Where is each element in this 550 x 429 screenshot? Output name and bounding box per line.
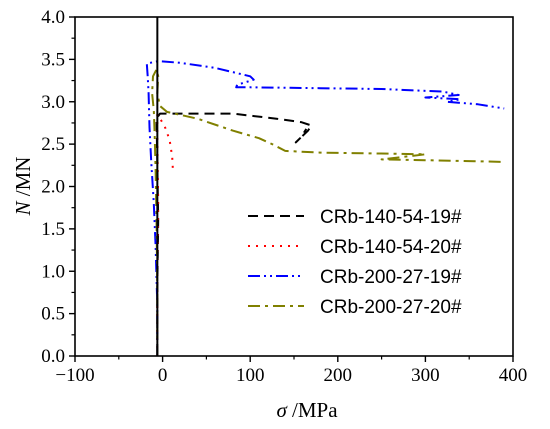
x-tick-label: 400 bbox=[499, 365, 528, 386]
y-tick-label: 1.5 bbox=[41, 219, 65, 240]
legend-label: CRb-140-54-19# bbox=[320, 207, 462, 228]
legend: CRb-140-54-19# CRb-140-54-20# CRb-200-27-1… bbox=[248, 207, 462, 318]
legend-label: CRb-200-27-19# bbox=[320, 267, 462, 288]
series-line-3 bbox=[145, 60, 505, 356]
x-axis-symbol: σ bbox=[276, 398, 288, 422]
x-tick-label: 300 bbox=[411, 365, 440, 386]
x-tick-label: 0 bbox=[158, 365, 168, 386]
legend-label: CRb-200-27-20# bbox=[320, 297, 462, 318]
y-tick-label: 1.0 bbox=[41, 261, 65, 282]
y-axis-unit: /MN bbox=[11, 157, 35, 202]
y-axis-symbol: N bbox=[11, 200, 35, 216]
series-line-1 bbox=[155, 112, 313, 356]
x-axis-ticks: −100 0 100 200 300 400 bbox=[55, 356, 527, 386]
x-axis-unit: /MPa bbox=[287, 398, 338, 422]
y-tick-label: 4.0 bbox=[41, 7, 65, 28]
legend-label: CRb-140-54-20# bbox=[320, 237, 462, 258]
x-tick-label: −100 bbox=[55, 365, 94, 386]
y-tick-label: 0.5 bbox=[41, 304, 65, 325]
series-line-2 bbox=[156, 113, 175, 356]
y-tick-label: 2.0 bbox=[41, 177, 65, 198]
y-axis-ticks: 0.0 0.5 1.0 1.5 2.0 2.5 3.0 3.5 4.0 bbox=[41, 7, 75, 367]
x-axis-label: σ /MPa bbox=[276, 398, 338, 422]
y-tick-label: 3.5 bbox=[41, 49, 65, 70]
x-tick-label: 200 bbox=[324, 365, 353, 386]
y-tick-label: 0.0 bbox=[41, 346, 65, 367]
y-axis-label: N /MN bbox=[11, 157, 35, 217]
y-tick-label: 3.0 bbox=[41, 92, 65, 113]
y-tick-label: 2.5 bbox=[41, 134, 65, 155]
x-tick-label: 100 bbox=[236, 365, 265, 386]
series-line-4 bbox=[151, 68, 505, 356]
